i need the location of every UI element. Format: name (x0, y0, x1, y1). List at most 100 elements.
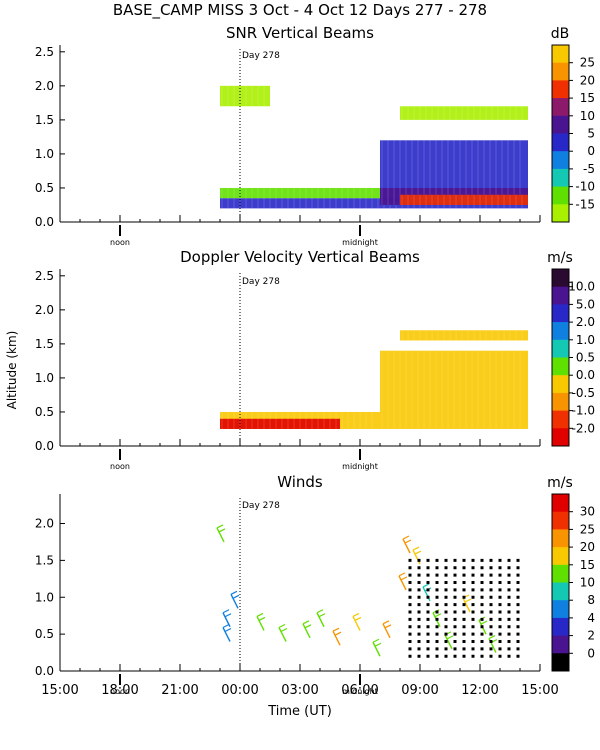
heatmap-layer-0 (220, 198, 528, 209)
colorbar-swatch (552, 635, 569, 654)
colorbar-label: 20 (580, 540, 595, 554)
colorbar-swatch (552, 494, 569, 513)
colorbar-label: 0.5 (576, 351, 595, 365)
wind-barb-staff (352, 616, 361, 631)
colorbar-swatch (552, 617, 569, 637)
missing-data-marker (498, 573, 502, 577)
colorbar-label: 10 (580, 576, 595, 590)
colorbar-label: 10 (580, 109, 595, 123)
missing-data-marker (408, 595, 412, 599)
missing-data-marker (462, 617, 466, 621)
wind-barb (222, 623, 232, 642)
missing-data-marker (417, 581, 421, 584)
colorbar-swatch (552, 428, 569, 447)
missing-data-marker (480, 640, 484, 643)
missing-data-marker (435, 595, 439, 599)
missing-data-marker (471, 595, 475, 599)
missing-data-marker (498, 581, 502, 584)
missing-data-marker (471, 632, 475, 636)
missing-data-marker (471, 617, 475, 621)
y-tick-label: 2.0 (35, 303, 54, 317)
doppler-day-annotation: Day 278 (242, 277, 280, 287)
doppler-panel-title: Doppler Velocity Vertical Beams (180, 248, 420, 266)
heatmap-layer-1 (380, 350, 528, 429)
wind-barb (216, 524, 226, 543)
missing-data-marker (498, 566, 502, 570)
y-tick-label: 0.0 (35, 215, 54, 229)
missing-data-marker (471, 647, 475, 651)
missing-data-marker (444, 566, 448, 570)
colorbar-swatch (552, 133, 569, 152)
missing-data-marker (516, 588, 520, 592)
wind-barb-flag (232, 594, 240, 599)
missing-data-marker (417, 573, 421, 577)
midnight-marker: midnight (342, 238, 378, 247)
wind-barb-staff (372, 641, 381, 657)
snr-panel-title: SNR Vertical Beams (226, 24, 374, 42)
missing-data-marker (408, 647, 412, 651)
wind-barb (278, 623, 288, 642)
wind-barb-flag (278, 623, 286, 629)
missing-data-marker (444, 581, 448, 584)
colorbar-label: 25 (580, 522, 595, 536)
missing-data-marker (435, 625, 439, 629)
missing-data-marker (435, 581, 439, 584)
missing-data-marker (408, 573, 412, 577)
missing-data-marker (444, 640, 448, 643)
missing-data-marker (507, 617, 511, 621)
colorbar-label: 2 (587, 629, 595, 643)
missing-data-marker (480, 588, 484, 592)
colorbar-label: 5.0 (576, 297, 595, 311)
missing-data-marker (516, 573, 520, 577)
missing-data-marker (417, 617, 421, 621)
missing-data-marker (435, 654, 439, 658)
colorbar-swatch (552, 62, 569, 81)
wind-barb-staff (316, 612, 325, 628)
x-tick-label: 12:00 (461, 683, 498, 698)
wind-barb-staff (230, 593, 239, 609)
colorbar-label: 15 (580, 558, 595, 572)
missing-data-marker (444, 610, 448, 614)
missing-data-marker (417, 588, 421, 592)
missing-data-marker (489, 610, 493, 614)
missing-data-marker (462, 647, 466, 651)
y-tick-label: 0.5 (35, 627, 54, 641)
wind-barb-flag (488, 635, 496, 640)
time-marker-tick (359, 674, 361, 685)
missing-data-marker (435, 603, 439, 607)
missing-data-marker (489, 647, 493, 651)
missing-data-marker (480, 558, 484, 562)
wind-barb-flag (230, 590, 238, 595)
wind-barb-flag (412, 546, 420, 551)
missing-data-marker (453, 617, 457, 621)
x-tick-label: 21:00 (161, 683, 198, 698)
missing-data-marker (453, 640, 457, 643)
colorbar-swatch (552, 269, 569, 288)
missing-data-marker (426, 617, 430, 621)
missing-data-marker (426, 632, 430, 636)
missing-data-marker (453, 603, 457, 607)
midnight-marker: midnight (342, 462, 378, 471)
colorbar-swatch (552, 653, 569, 672)
missing-data-marker (426, 588, 430, 592)
colorbar-swatch (552, 204, 569, 223)
wind-barb-flag (434, 613, 442, 618)
missing-data-marker (498, 558, 502, 562)
y-tick-label: 0.0 (35, 664, 54, 678)
missing-data-marker (498, 647, 502, 651)
missing-data-marker (426, 595, 430, 599)
noon-marker: noon (110, 687, 130, 696)
wind-barb-staff (222, 627, 231, 642)
missing-data-marker (516, 558, 520, 562)
wind-barb-flag (280, 627, 288, 633)
missing-data-marker (417, 595, 421, 599)
colorbar-swatch (552, 392, 569, 412)
missing-data-marker (453, 610, 457, 614)
colorbar-swatch (552, 357, 569, 376)
missing-data-marker (453, 558, 457, 562)
wind-barb (352, 612, 362, 631)
time-marker-tick (119, 449, 121, 460)
missing-data-marker (444, 632, 448, 636)
heatmap-layer-5 (400, 106, 528, 120)
